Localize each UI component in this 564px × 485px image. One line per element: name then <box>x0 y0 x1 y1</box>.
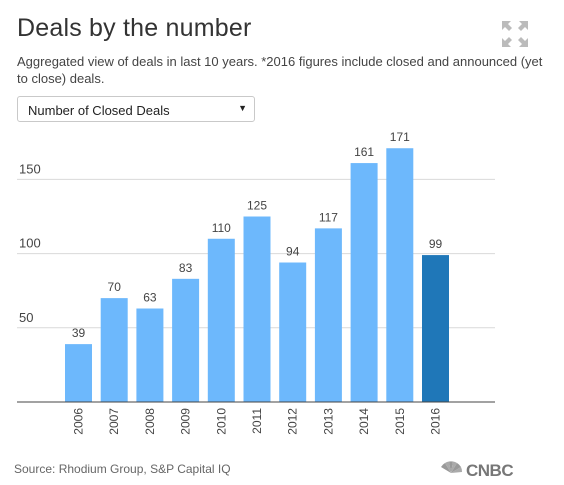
bar-value-label: 110 <box>212 221 231 235</box>
peacock-icon <box>441 461 463 473</box>
bar <box>207 238 235 402</box>
y-tick-label: 150 <box>19 161 41 176</box>
bar-value-label: 83 <box>179 261 193 275</box>
bar <box>279 262 307 402</box>
x-tick-label: 2008 <box>143 408 157 435</box>
y-tick-label: 50 <box>19 310 33 325</box>
bar-value-label: 117 <box>319 210 338 224</box>
bar-value-label: 99 <box>429 237 443 251</box>
bar-value-label: 125 <box>247 199 267 213</box>
bar <box>422 255 449 402</box>
bar-value-label: 161 <box>354 145 374 159</box>
x-tick-label: 2016 <box>429 408 443 435</box>
chart-title: Deals by the number <box>17 14 252 42</box>
metric-dropdown[interactable]: Number of Closed Deals ▼ <box>17 96 255 122</box>
bar <box>100 298 128 402</box>
x-tick-label: 2015 <box>393 408 407 435</box>
bar <box>65 344 92 402</box>
source-note: Source: Rhodium Group, S&P Capital IQ <box>14 462 231 476</box>
x-tick-label: 2009 <box>179 408 193 435</box>
x-tick-label: 2006 <box>72 408 86 435</box>
bar-value-label: 70 <box>108 280 122 294</box>
logo-wordmark: CNBC <box>466 461 513 480</box>
x-tick-label: 2014 <box>357 408 371 435</box>
x-tick-label: 2011 <box>250 408 264 434</box>
x-tick-label: 2013 <box>321 408 335 435</box>
bar <box>172 278 200 402</box>
metric-dropdown-value: Number of Closed Deals <box>28 103 170 118</box>
chart-subtitle: Aggregated view of deals in last 10 year… <box>17 54 543 86</box>
bar <box>350 163 378 402</box>
bar <box>314 228 342 402</box>
bar-value-label: 39 <box>72 326 86 340</box>
expand-icon[interactable] <box>501 20 529 48</box>
bar <box>136 308 164 402</box>
bar-value-label: 94 <box>286 245 300 259</box>
bar <box>243 216 271 402</box>
x-tick-label: 2007 <box>107 408 121 435</box>
bar-value-label: 63 <box>143 291 157 305</box>
bar <box>386 148 414 402</box>
chevron-down-icon: ▼ <box>238 103 247 113</box>
bar-value-label: 171 <box>390 130 410 144</box>
bar-chart: 50 100 150 39 2006 70 2007 63 2008 83 2009 110 2010 1… <box>17 130 495 435</box>
y-tick-label: 100 <box>19 236 41 251</box>
x-tick-label: 2012 <box>286 408 300 435</box>
x-tick-label: 2010 <box>214 408 228 435</box>
cnbc-logo: CNBC <box>441 461 514 480</box>
